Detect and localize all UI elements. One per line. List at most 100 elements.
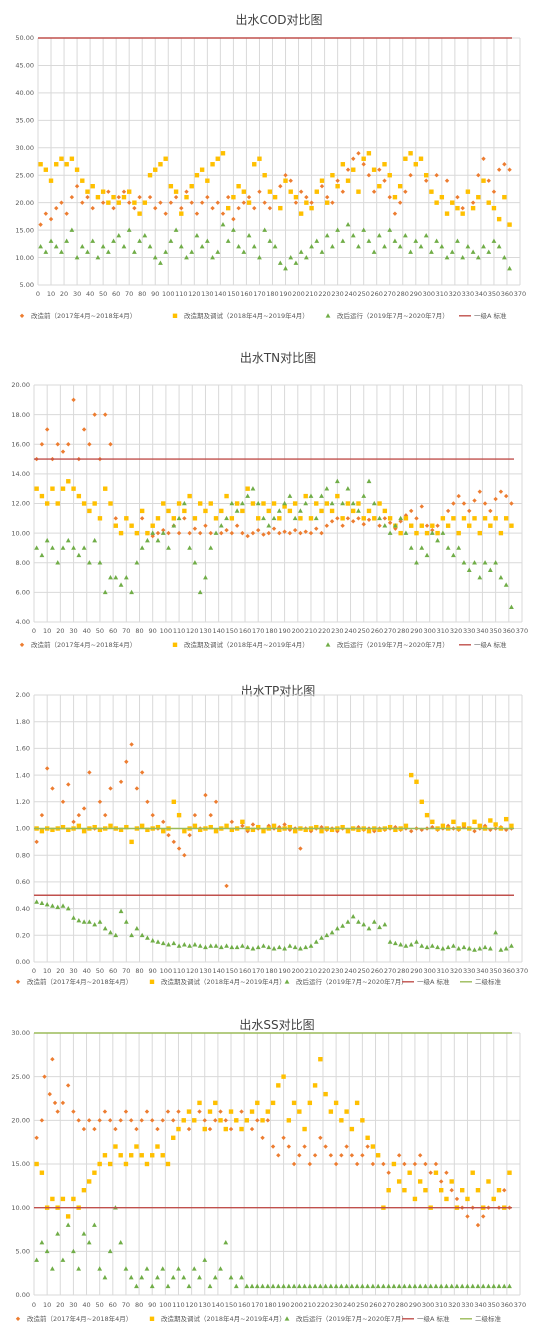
data-point	[409, 523, 414, 528]
y-tick-label: 14.00	[11, 470, 30, 478]
data-point	[438, 1283, 444, 1289]
data-point	[360, 1153, 365, 1158]
legend-label: 改造期及调试（2018年4月~2019年4月）	[184, 311, 309, 320]
data-point	[371, 500, 377, 506]
data-point	[350, 508, 356, 514]
x-tick-label: 190	[277, 1301, 289, 1309]
data-point	[234, 508, 240, 513]
data-point	[92, 412, 97, 417]
data-point	[334, 926, 340, 931]
data-point	[419, 523, 424, 528]
data-point	[449, 1179, 454, 1184]
data-point	[137, 211, 142, 216]
data-point	[81, 919, 87, 924]
data-point	[451, 516, 456, 521]
data-point	[55, 1231, 61, 1236]
grid	[37, 37, 521, 286]
y-tick-label: 5.00	[20, 281, 34, 289]
data-point	[92, 922, 98, 927]
data-point	[123, 1109, 129, 1114]
data-point	[354, 1100, 360, 1106]
data-point	[199, 167, 205, 172]
data-point	[108, 574, 113, 580]
data-point	[44, 1248, 50, 1254]
data-point	[275, 1283, 281, 1289]
data-point	[100, 243, 106, 249]
x-tick-label: 140	[212, 1301, 224, 1309]
data-point	[123, 919, 129, 924]
data-point	[472, 516, 477, 521]
data-point	[396, 1179, 402, 1184]
legend-label: 改造期及调试（2018年4月~2019年4月）	[161, 977, 286, 986]
data-point	[377, 827, 382, 833]
x-tick-label: 10	[43, 1301, 51, 1309]
data-point	[74, 254, 80, 260]
x-tick-label: 280	[397, 627, 409, 635]
data-point	[344, 1144, 349, 1149]
data-point	[334, 478, 340, 484]
data-point	[213, 799, 219, 804]
chart-title: 出水SS对比图	[239, 1018, 314, 1032]
data-point	[147, 194, 153, 200]
data-point	[150, 938, 156, 943]
data-point	[465, 1196, 470, 1202]
data-point	[139, 823, 145, 829]
data-point	[121, 243, 127, 249]
data-point	[276, 944, 282, 950]
data-point	[439, 194, 445, 200]
data-point	[371, 189, 377, 194]
x-tick-label: 140	[212, 627, 224, 635]
x-tick-label: 10	[43, 967, 51, 975]
legend-item: 改造前（2017年4月~2018年4月）	[19, 640, 136, 649]
data-point	[161, 501, 166, 506]
data-point	[218, 1266, 223, 1271]
data-point	[493, 496, 498, 502]
data-point	[440, 823, 446, 829]
data-point	[344, 1283, 350, 1289]
data-point	[351, 156, 356, 161]
y-tick-label: 0.60	[16, 878, 30, 886]
x-tick-label: 260	[371, 967, 383, 975]
data-point	[286, 1283, 292, 1289]
data-point	[493, 930, 499, 935]
data-point	[158, 200, 163, 205]
data-point	[493, 560, 499, 565]
data-point	[356, 508, 361, 513]
x-tick-label: 20	[56, 967, 64, 975]
data-point	[132, 205, 137, 211]
data-point	[366, 828, 372, 834]
data-point	[276, 508, 282, 513]
x-tick-label: 340	[476, 627, 488, 635]
data-point	[340, 824, 345, 830]
data-point	[365, 1135, 370, 1140]
y-tick-label: 10.00	[11, 1204, 30, 1212]
data-point	[435, 523, 440, 528]
data-point	[262, 227, 268, 232]
data-point	[267, 189, 273, 194]
data-point	[103, 412, 108, 417]
data-point	[236, 205, 241, 211]
data-point	[260, 1283, 265, 1289]
data-point	[39, 1118, 45, 1123]
legend-label: 一级A 标准	[474, 311, 507, 320]
data-point	[250, 827, 256, 833]
data-point	[108, 786, 113, 791]
data-point	[356, 151, 361, 156]
data-point	[86, 560, 92, 565]
grid	[33, 1032, 521, 1296]
data-point	[223, 1118, 228, 1123]
x-tick-label: 300	[423, 627, 435, 635]
data-point	[171, 523, 177, 528]
data-point	[360, 1118, 365, 1123]
data-point	[100, 189, 106, 194]
data-point	[202, 1126, 207, 1132]
data-point	[387, 520, 393, 525]
data-point	[475, 1222, 481, 1228]
data-point	[509, 823, 514, 829]
x-tick-label: 150	[227, 290, 239, 298]
x-tick-label: 10	[43, 627, 51, 635]
data-point	[277, 516, 282, 521]
data-point	[219, 508, 224, 514]
data-point	[166, 832, 171, 838]
data-point	[255, 500, 261, 506]
